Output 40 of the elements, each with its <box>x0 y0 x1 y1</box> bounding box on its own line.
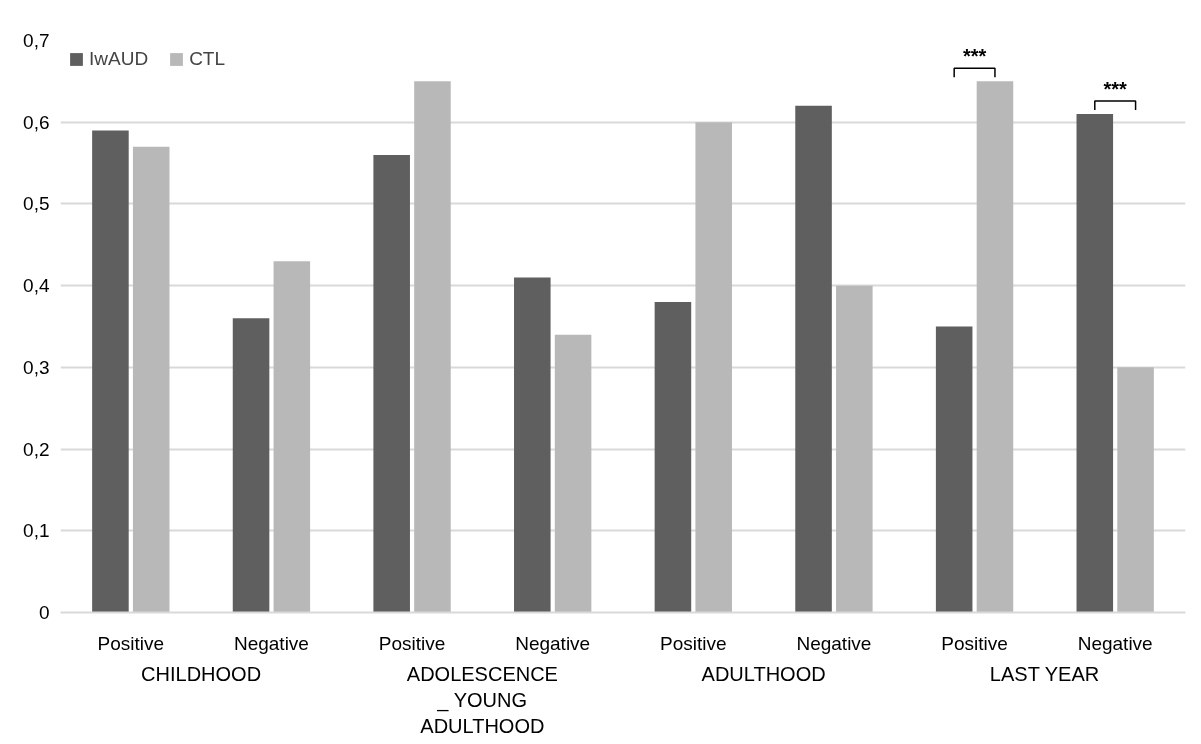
bar <box>1076 114 1114 613</box>
bar <box>514 277 551 613</box>
y-tick-label: 0,5 <box>23 193 50 215</box>
bar <box>373 154 410 613</box>
text: ADOLESCENCE _ YOUNG ADULTHOOD <box>406 662 558 738</box>
bar <box>232 318 270 613</box>
bar <box>976 81 1014 613</box>
y-tick-label: 0,6 <box>23 111 50 133</box>
y-tick-label: 0,1 <box>23 520 50 542</box>
bar <box>273 261 311 613</box>
x-tick-label: Negative <box>515 632 591 654</box>
x-tick-label: Positive <box>941 632 1008 654</box>
annotation: *** <box>962 45 987 68</box>
x-tick-label: Positive <box>660 632 727 654</box>
bar <box>795 105 832 613</box>
bar <box>654 301 692 613</box>
x-tick-label: Positive <box>378 632 446 654</box>
bar <box>1117 367 1154 613</box>
text: ADULTHOOD <box>701 662 826 685</box>
legend-label: CTL <box>189 48 226 70</box>
bar <box>554 334 592 613</box>
bar <box>935 326 973 613</box>
x-tick-label: Negative <box>796 632 872 654</box>
y-tick-label: 0,2 <box>23 438 50 460</box>
bar <box>414 81 451 613</box>
annotation: *** <box>1103 77 1128 100</box>
bar <box>836 285 873 613</box>
bar <box>132 146 170 613</box>
legend-label: IwAUD <box>89 48 149 70</box>
x-tick-label: Negative <box>1077 632 1153 654</box>
x-tick-label: Positive <box>97 632 165 654</box>
y-tick-label: 0 <box>38 602 50 623</box>
x-tick-label: Negative <box>233 632 309 654</box>
y-tick-label: 0,4 <box>23 275 50 297</box>
bar <box>695 122 732 613</box>
y-tick-label: 0,7 <box>23 30 50 51</box>
text: CHILDHOOD <box>141 662 262 685</box>
text: LAST YEAR <box>989 662 1100 685</box>
y-tick-label: 0,3 <box>23 356 50 378</box>
bar <box>92 130 129 613</box>
